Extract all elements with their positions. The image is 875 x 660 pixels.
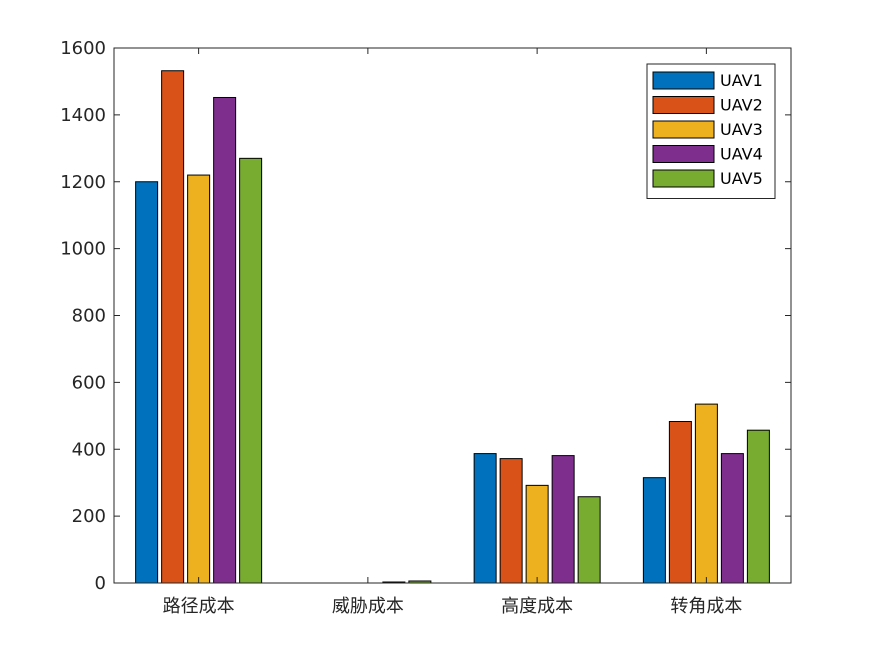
bar-uav3-0 xyxy=(187,174,211,584)
legend-label-uav4: UAV4 xyxy=(720,145,763,164)
bar-uav2-2 xyxy=(499,458,523,584)
bar-uav3-2 xyxy=(525,484,549,584)
legend-swatch-uav2 xyxy=(652,96,715,114)
y-tick-label-3: 600 xyxy=(72,372,106,393)
bar-uav1-0 xyxy=(135,181,159,584)
legend-swatch-uav3 xyxy=(652,120,715,139)
bar-uav4-0 xyxy=(213,96,237,584)
y-tick-label-5: 1000 xyxy=(60,239,106,260)
bar-uav1-2 xyxy=(473,453,497,584)
legend-label-uav5: UAV5 xyxy=(720,169,763,188)
x-tick-label-3: 转角成本 xyxy=(670,596,742,617)
legend-swatch-uav5 xyxy=(652,169,715,188)
x-tick-label-1: 威胁成本 xyxy=(332,596,404,617)
bar-uav4-2 xyxy=(551,455,575,584)
bar-uav5-2 xyxy=(577,496,601,584)
bar-uav5-3 xyxy=(746,429,770,584)
bars-group xyxy=(135,70,770,584)
y-tick-label-8: 1600 xyxy=(60,38,106,59)
legend-swatch-uav4 xyxy=(652,145,715,163)
bar-uav2-0 xyxy=(161,70,185,584)
axes-group: 0 200 400 600 800 1000 1200 1400 1600 路径成本 威胁成本 高度成… xyxy=(60,38,792,617)
legend: UAV1 UAV2 UAV3 UAV4 UAV5 xyxy=(646,63,776,199)
bar-uav1-3 xyxy=(642,477,666,584)
y-tick-label-1: 200 xyxy=(72,506,106,527)
y-tick-label-6: 1200 xyxy=(60,172,106,193)
legend-swatch-uav1 xyxy=(652,71,715,90)
legend-label-uav1: UAV1 xyxy=(720,71,763,90)
bar-uav3-3 xyxy=(694,403,718,584)
bar-uav4-3 xyxy=(720,453,744,584)
x-tick-label-0: 路径成本 xyxy=(163,596,235,617)
bar-uav2-3 xyxy=(668,421,692,584)
y-tick-label-0: 0 xyxy=(95,573,106,594)
x-tick-label-2: 高度成本 xyxy=(501,596,573,617)
legend-label-uav3: UAV3 xyxy=(720,120,763,139)
y-tick-label-4: 800 xyxy=(72,306,106,327)
bar-uav5-0 xyxy=(239,157,263,584)
y-tick-label-7: 1400 xyxy=(60,105,106,126)
y-tick-label-2: 400 xyxy=(72,439,106,460)
legend-label-uav2: UAV2 xyxy=(720,96,763,115)
